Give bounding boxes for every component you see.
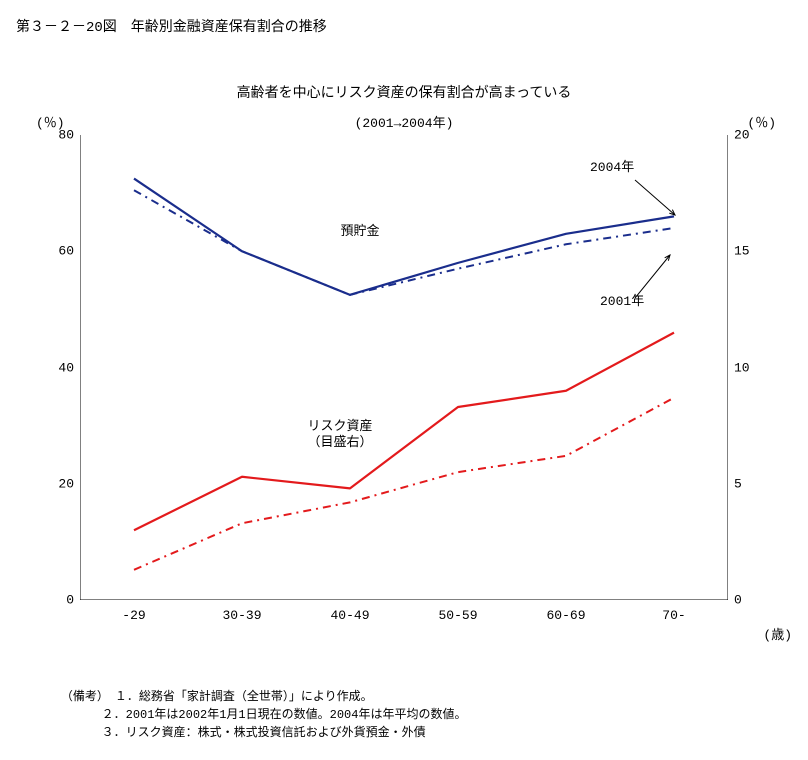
ytick-left: 0 xyxy=(66,593,74,608)
chart-annotation: 2004年 xyxy=(590,160,634,175)
series-risk_2004 xyxy=(134,333,674,531)
chart-svg: 預貯金リスク資産（目盛右） 2004年 2001年 xyxy=(80,135,728,600)
subtitle: 高齢者を中心にリスク資産の保有割合が高まっている xyxy=(0,82,808,102)
ytick-right: 5 xyxy=(734,476,742,491)
note-2: ２．2001年は2002年1月1日現在の数値。2004年は年平均の数値。 xyxy=(102,708,467,722)
chart-annotation: リスク資産 xyxy=(307,418,372,434)
xtick-label: 50-59 xyxy=(438,608,477,623)
chart-area: 預貯金リスク資産（目盛右） 2004年 2001年 xyxy=(80,135,728,600)
xtick-label: 30-39 xyxy=(222,608,261,623)
xtick-label: 40-49 xyxy=(330,608,369,623)
xtick-label: 60-69 xyxy=(546,608,585,623)
y-right-unit: (％) xyxy=(747,112,776,131)
period-label: (2001→2004年) xyxy=(0,112,808,131)
ytick-left: 80 xyxy=(58,128,74,143)
xtick-label: -29 xyxy=(122,608,145,623)
ytick-right: 20 xyxy=(734,128,750,143)
ytick-left: 20 xyxy=(58,476,74,491)
figure-title: 第３－２－20図 年齢別金融資産保有割合の推移 xyxy=(16,16,327,36)
x-unit: (歳) xyxy=(763,624,792,643)
series-risk_2001 xyxy=(134,398,674,570)
chart-annotation: （目盛右） xyxy=(307,435,372,450)
xtick-label: 70- xyxy=(662,608,685,623)
notes-head: （備考） xyxy=(61,690,103,704)
ytick-right: 10 xyxy=(734,360,750,375)
chart-annotation: 2001年 xyxy=(600,294,644,309)
note-1: １．総務省「家計調査（全世帯）」により作成。 xyxy=(115,690,373,704)
ytick-left: 60 xyxy=(58,244,74,259)
chart-annotation: 預貯金 xyxy=(340,223,379,239)
notes: （備考） １．総務省「家計調査（全世帯）」により作成。 ２．2001年は2002… xyxy=(32,670,466,760)
ytick-right: 15 xyxy=(734,244,750,259)
note-3: ３．リスク資産：株式・株式投資信託および外貨預金・外債 xyxy=(102,726,426,740)
ytick-left: 40 xyxy=(58,360,74,375)
ytick-right: 0 xyxy=(734,593,742,608)
